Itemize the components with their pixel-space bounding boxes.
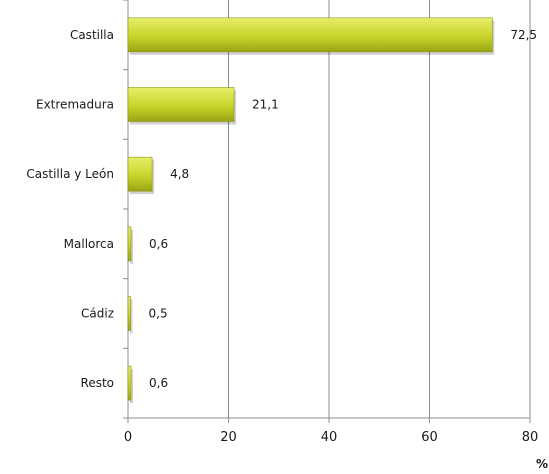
category-label: Resto: [81, 376, 114, 390]
tick-label: 20: [220, 430, 237, 445]
category-label: Castilla: [70, 28, 114, 42]
bar: [127, 156, 153, 192]
tick-label: 80: [522, 430, 539, 445]
tick-label: 40: [321, 430, 338, 445]
bar: [127, 296, 131, 331]
bar-shadow: [130, 229, 134, 264]
category-axis: [123, 0, 129, 419]
category-label: Cádiz: [81, 307, 114, 321]
value-label: 4,8: [170, 167, 189, 181]
x-unit-label: %: [536, 457, 548, 471]
category-label: Mallorca: [64, 237, 114, 251]
value-label: 72,5: [510, 28, 537, 42]
bar: [127, 365, 132, 401]
bar-shadow: [130, 369, 134, 404]
category-label: Extremadura: [36, 98, 114, 112]
gridlines: [228, 0, 531, 418]
tick-label: 0: [124, 430, 132, 445]
bar: [127, 226, 132, 262]
value-label: 0,5: [149, 307, 168, 321]
bar: [127, 87, 235, 122]
value-label: 21,1: [252, 98, 279, 112]
bar-shadow: [130, 299, 133, 334]
bars: Castilla 72,5 Extremadura 21,1 Castilla y Le…: [26, 17, 537, 404]
value-axis: 0 20 40 60 80: [124, 417, 539, 445]
category-label: Castilla y León: [26, 167, 114, 181]
value-label: 0,6: [149, 376, 168, 390]
value-label: 0,6: [149, 237, 168, 251]
bar: [127, 17, 493, 53]
tick-label: 60: [421, 430, 438, 445]
